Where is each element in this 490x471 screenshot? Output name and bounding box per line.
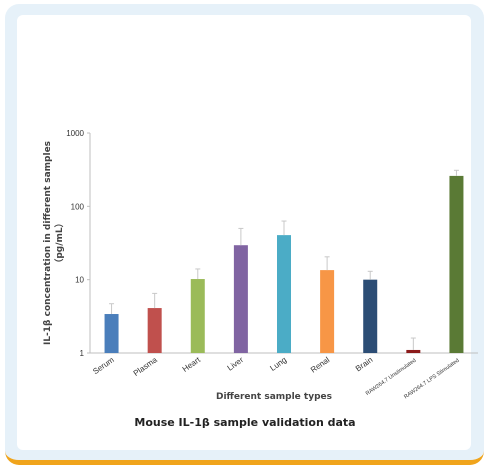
y-tick-label: 10 [75,276,84,285]
y-tick-label: 100 [71,202,85,211]
bar [233,245,248,353]
y-axis-title-line2: （pg/mL） [54,218,65,267]
x-category-label: Liver [226,355,246,373]
bar [277,235,291,353]
x-category-label: Renal [309,355,331,374]
y-axis-title-line1: IL-1β concentration in different samples [43,141,53,345]
y-tick-label: 1 [80,349,85,358]
y-tick-label: 1000 [66,129,84,138]
y-tick-labels: 1 10 100 1000 [66,129,84,358]
x-category-label: Heart [181,355,203,374]
x-axis-title: Different sample types [216,392,332,402]
x-category-label: Lung [268,355,288,373]
bar [104,314,119,353]
chart-panel [17,15,471,450]
chart-bars [104,175,464,353]
x-category-label: Serum [91,355,116,376]
y-axis-title: IL-1β concentration in different samples… [43,141,65,345]
bar [147,308,162,353]
x-category-label: Brain [354,355,374,373]
bar [190,279,205,353]
chart-title: Mouse IL-1β sample validation data [134,416,356,429]
bar [406,349,421,353]
bar [363,279,378,353]
card-background [5,4,484,465]
bar [449,175,464,353]
chart-error-bars [109,169,459,350]
x-category-label: Plasma [132,355,159,378]
bar [320,270,335,353]
